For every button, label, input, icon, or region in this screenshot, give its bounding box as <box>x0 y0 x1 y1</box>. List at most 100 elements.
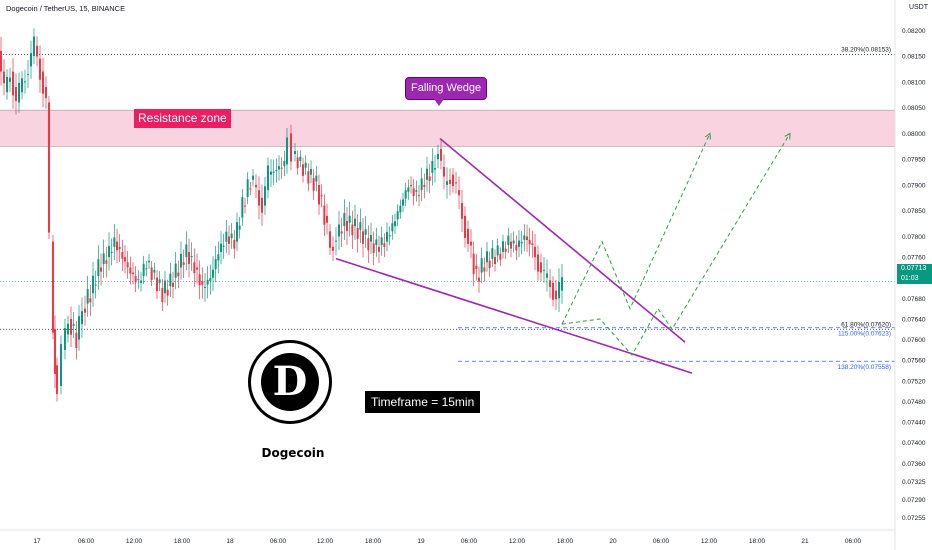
candle-body-72-1 <box>496 245 499 256</box>
candle-body-55-0 <box>370 235 372 242</box>
time-tick-9: 06:00 <box>461 538 478 545</box>
candle-body-22-0 <box>124 257 126 262</box>
time-tick-6: 12:00 <box>317 538 334 545</box>
candle-body-46-1 <box>304 162 307 168</box>
candle-body-34-0 <box>220 243 222 252</box>
candle-body-47-1 <box>312 178 315 191</box>
candle-body-76-1 <box>528 239 531 245</box>
candle-body-33-0 <box>212 269 214 278</box>
candle-body-69-0 <box>470 241 472 246</box>
candle-body-51-0 <box>338 224 340 237</box>
candle-body-51-2 <box>343 213 346 227</box>
candle-body-19-0 <box>100 267 102 272</box>
candle-body-13-0 <box>60 344 62 386</box>
candle-body-54-1 <box>364 229 367 235</box>
candle-body-41-0 <box>270 171 272 175</box>
time-tick-4: 18 <box>226 538 234 545</box>
candle-body-57-0 <box>386 231 388 242</box>
timeframe-label: Timeframe = 15min <box>365 391 481 413</box>
candle-body-28-2 <box>177 272 180 277</box>
candle-body-77-1 <box>537 254 539 272</box>
candle-body-10-0 <box>52 241 54 333</box>
price-tick-9: 0.07760 <box>902 255 926 262</box>
candle-body-31-0 <box>196 267 198 270</box>
price-tick-20: 0.07325 <box>902 479 926 486</box>
price-axis[interactable]: 0.08200 0.08150 0.08100 0.08050 0.08000 0.079… <box>902 28 926 522</box>
candle-body-37-1 <box>246 179 249 197</box>
candle-body-62-1 <box>428 176 431 182</box>
candle-body-52-0 <box>346 221 348 232</box>
price-tick-14: 0.07560 <box>902 358 926 365</box>
candle-body-76-0 <box>526 236 528 241</box>
candle-body-55-1 <box>372 243 375 253</box>
candle-body-60-2 <box>415 190 418 192</box>
candle-body-30-1 <box>190 256 193 258</box>
candle-countdown: 01:03 <box>901 275 919 282</box>
brand-name: Dogecoin <box>261 446 325 460</box>
candle-body-74-2 <box>515 245 518 251</box>
candle-body-41-1 <box>272 171 275 173</box>
candle-body-3-0 <box>12 71 14 96</box>
projection-path-0 <box>561 133 711 325</box>
candle-body-24-0 <box>140 280 142 283</box>
candle-body-17-0 <box>84 308 86 313</box>
candle-body-38-1 <box>255 184 257 188</box>
candle-body-77-0 <box>534 246 536 258</box>
projection-path-1 <box>561 133 791 356</box>
candle-body-75-1 <box>520 241 523 244</box>
candle-body-22-2 <box>129 267 132 274</box>
candle-body-70-1 <box>480 258 483 273</box>
candle-body-38-0 <box>252 175 254 180</box>
candle-body-74-1 <box>512 240 515 244</box>
candle-body-58-0 <box>394 221 396 227</box>
candle-body-78-0 <box>540 262 542 273</box>
time-axis[interactable]: 17 06:00 12:00 18:00 18 06:00 12:00 18:00 19 06:0… <box>33 538 861 545</box>
candle-body-15-2 <box>75 332 78 348</box>
falling-wedge-pointer <box>434 99 444 106</box>
candle-body-27-1 <box>166 289 169 296</box>
candle-body-62-2 <box>431 160 434 173</box>
candle-body-45-2 <box>299 156 302 161</box>
candle-body-31-1 <box>198 274 201 286</box>
candle-body-56-2 <box>383 243 386 248</box>
candle-body-64-1 <box>443 166 445 177</box>
candle-body-79-1 <box>549 280 551 287</box>
candle-body-30-2 <box>193 262 196 273</box>
candle-body-16-0 <box>78 316 80 340</box>
time-tick-3: 18:00 <box>174 538 191 545</box>
candle-body-14-1 <box>67 323 69 335</box>
time-tick-10: 12:00 <box>509 538 526 545</box>
candle-body-40-0 <box>264 186 266 206</box>
candle-body-74-0 <box>510 241 512 249</box>
price-tick-1: 0.08150 <box>902 54 926 61</box>
time-tick-5: 06:00 <box>270 538 287 545</box>
candle-body-4-0 <box>18 82 20 103</box>
candle-body-62-0 <box>426 168 428 180</box>
candle-body-47-2 <box>315 175 318 182</box>
candle-body-23-1 <box>134 276 137 283</box>
price-tick-0: 0.08200 <box>902 28 926 35</box>
candle-body-54-2 <box>367 238 370 251</box>
candle-body-8-0 <box>42 71 44 94</box>
candle-body-50-1 <box>335 240 337 242</box>
candle-body-59-1 <box>404 190 407 199</box>
candle-body-39-1 <box>261 197 263 213</box>
candle-body-25-1 <box>150 267 153 280</box>
falling-wedge-label: Falling Wedge <box>405 77 488 100</box>
candle-body-35-0 <box>228 236 230 244</box>
candle-body-17-2 <box>89 298 92 303</box>
candle-body-23-2 <box>137 279 140 281</box>
candle-body-40-1 <box>267 165 269 191</box>
candle-body-37-0 <box>244 205 246 207</box>
projection-arrow-0 <box>704 132 711 140</box>
price-tick-11: 0.07680 <box>902 296 926 303</box>
time-tick-17: 06:00 <box>845 538 862 545</box>
candle-body-22-1 <box>126 262 129 268</box>
candle-body-43-0 <box>286 137 288 165</box>
candle-body-67-1 <box>461 202 463 219</box>
candle-body-5-1 <box>27 73 29 75</box>
candle-body-28-1 <box>174 263 177 278</box>
candle-body-23-0 <box>132 272 134 275</box>
projection-paths <box>561 132 791 356</box>
candle-body-39-0 <box>258 190 260 206</box>
